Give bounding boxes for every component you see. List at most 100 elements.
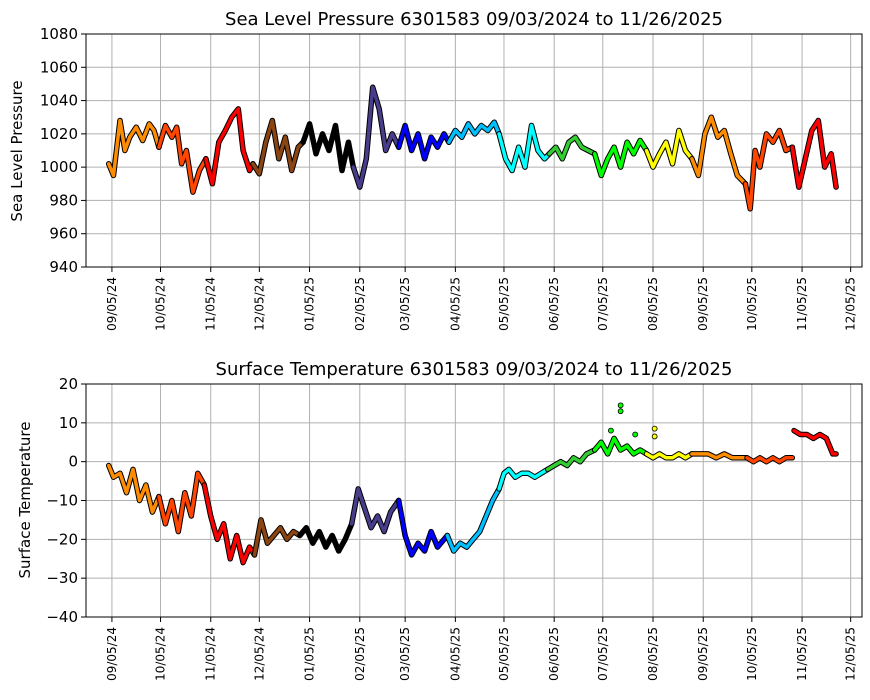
series-line-0 [106,118,161,178]
x-tick-label: 02/05/25 [353,627,367,681]
outlier-point [632,431,639,438]
surface-temperature-chart: Surface Temperature 6301583 09/03/2024 t… [16,359,863,681]
series-line-3 [252,518,302,557]
series-line-13 [743,128,795,211]
y-tick-label: −20 [46,530,78,548]
x-tick-label: 11/05/25 [795,627,809,681]
y-tick-label: −30 [46,569,78,587]
x-tick-label: 09/05/24 [105,277,119,331]
x-tick-label: 10/05/24 [154,277,168,331]
x-tick-label: 12/05/25 [844,277,858,331]
x-tick-label: 08/05/25 [646,277,660,331]
x-tick-label: 05/05/25 [497,627,511,681]
x-tick-label: 06/05/25 [547,627,561,681]
series-line-11 [644,128,694,169]
plot-frame [85,383,863,618]
y-axis-label: Sea Level Pressure [8,80,26,221]
series-group [105,84,839,212]
x-tick-label: 11/05/25 [795,277,809,331]
series-line-14 [792,428,838,456]
y-tick-label: −40 [46,608,78,626]
x-tick-label: 08/05/25 [646,627,660,681]
x-tick-label: 10/05/25 [745,277,759,331]
x-tick-label: 04/05/25 [448,627,462,681]
series-line-6 [396,498,450,557]
chart-title: Surface Temperature 6301583 09/03/2024 t… [216,359,733,380]
y-tick-label: 10 [59,414,78,432]
y-tick-label: 960 [49,225,78,243]
series-line-5 [349,487,401,534]
outlier-point [651,433,658,440]
y-tick-label: 1040 [40,92,78,110]
series-line-10 [592,436,649,456]
x-tick-label: 05/05/25 [497,277,511,331]
x-tick-labels: 09/05/24 10/05/24 11/05/24 12/05/24 01/05/25… [105,267,858,331]
x-tick-label: 07/05/25 [596,277,610,331]
series-line-5 [351,85,401,189]
series-line-2 [204,107,255,186]
y-tick-label: 1080 [40,25,78,43]
series-line-8 [497,467,550,491]
outlier-point [607,427,614,434]
x-tick-label: 03/05/25 [398,277,412,331]
x-tick-label: 12/05/24 [252,627,266,681]
y-tick-label: 1020 [40,125,78,143]
y-tick-label: 1000 [40,158,78,176]
chart-title: Sea Level Pressure 6301583 09/03/2024 to… [225,9,723,30]
x-tick-label: 10/05/24 [154,627,168,681]
series-line-11 [644,452,694,460]
outlier-point [617,402,624,409]
series-line-4 [298,522,354,553]
series-line-14 [790,118,838,189]
series-line-6 [396,123,451,161]
series-line-3 [251,118,305,176]
x-tick-label: 02/05/25 [353,277,367,331]
y-tick-label: 940 [49,258,78,276]
x-tick-label: 04/05/25 [448,277,462,331]
outlier-point [651,425,658,432]
x-tick-label: 09/05/25 [696,277,710,331]
sea-level-pressure-chart: Sea Level Pressure 6301583 09/03/2024 to… [8,9,863,331]
y-tick-labels: 940 960 980 1000 1020 1040 1060 1080 [40,25,86,276]
x-tick-label: 09/05/24 [105,627,119,681]
y-tick-label: 980 [49,191,78,209]
series-line-12 [690,115,748,186]
series-line-7 [447,120,501,144]
x-tick-label: 12/05/24 [252,277,266,331]
series-line-1 [157,123,208,194]
series-line-10 [592,138,649,178]
series-line-7 [445,487,501,553]
x-tick-label: 11/05/24 [204,627,218,681]
x-tick-label: 12/05/25 [844,627,858,681]
x-tick-label: 11/05/24 [204,277,218,331]
x-tick-label: 01/05/25 [303,277,317,331]
x-tick-label: 01/05/25 [303,627,317,681]
y-tick-labels: −40 −30 −20 −10 0 10 20 [46,375,86,626]
grid [86,33,862,268]
x-tick-label: 07/05/25 [596,627,610,681]
y-tick-label: 1060 [40,58,78,76]
series-line-13 [745,456,795,464]
x-tick-label: 06/05/25 [547,277,561,331]
y-axis-label: Surface Temperature [16,422,34,579]
series-line-4 [301,122,356,173]
x-tick-label: 09/05/25 [696,627,710,681]
x-tick-label: 10/05/25 [745,627,759,681]
y-tick-label: −10 [46,492,78,510]
y-tick-label: 20 [59,375,78,393]
series-line-9 [545,448,597,472]
x-tick-label: 03/05/25 [398,627,412,681]
outlier-point [617,408,624,415]
series-line-1 [157,471,207,534]
y-tick-label: 0 [68,453,78,471]
series-line-12 [690,452,749,460]
series-line-8 [497,123,552,173]
series-line-0 [106,463,161,514]
series-line-2 [202,483,257,565]
grid [86,383,862,618]
x-tick-labels: 09/05/24 10/05/24 11/05/24 12/05/24 01/05/25… [105,617,858,681]
series-line-9 [547,135,597,161]
series-group [105,402,839,566]
plot-frame [85,33,863,268]
